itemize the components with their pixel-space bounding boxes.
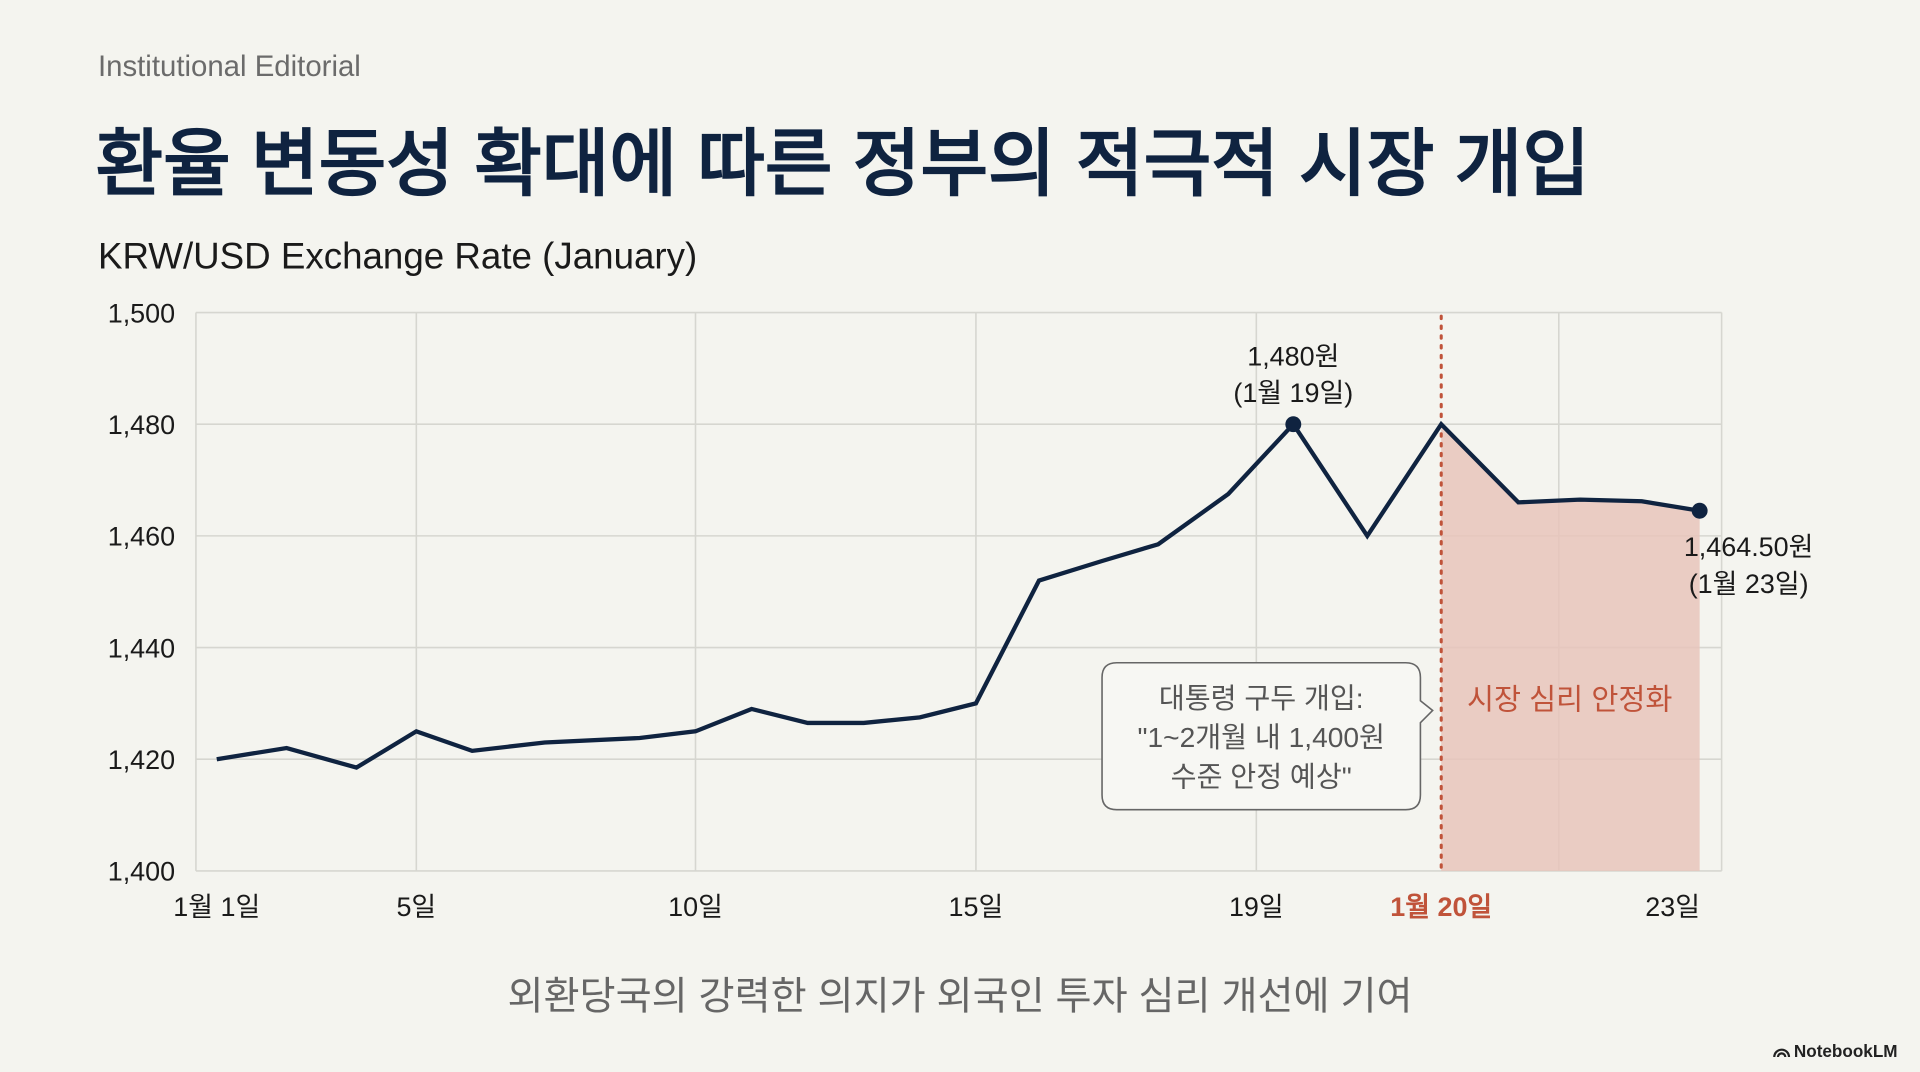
x-tick-label: 19일 xyxy=(1229,892,1284,922)
x-tick-label: 1월 1일 xyxy=(173,892,260,922)
y-axis: 1,400 1,420 1,440 1,460 1,480 1,500 xyxy=(108,298,175,886)
y-tick-label: 1,440 xyxy=(108,633,175,663)
kicker: Institutional Editorial xyxy=(98,50,361,83)
peak-label-value: 1,480원 xyxy=(1247,341,1339,371)
x-tick-label: 1월 20일 xyxy=(1390,892,1492,922)
y-tick-label: 1,420 xyxy=(108,745,175,775)
x-tick-label: 23일 xyxy=(1645,892,1700,922)
callout-line: "1~2개월 내 1,400원 xyxy=(1137,722,1384,753)
callout-bubble xyxy=(1101,661,1434,811)
last-label-date: (1월 23일) xyxy=(1689,569,1809,599)
stabilization-region xyxy=(1441,424,1700,871)
series-line xyxy=(216,420,1700,770)
region-label: 시장 심리 안정화 xyxy=(1467,683,1673,716)
data-point-marker xyxy=(1691,502,1708,519)
x-axis: 1월 1일 5일 10일 15일 19일 1월 20일 23일 xyxy=(173,892,1700,922)
peak-label-date: (1월 19일) xyxy=(1233,378,1353,408)
notebooklm-icon xyxy=(1773,1048,1791,1058)
notebooklm-logo: NotebookLM xyxy=(1773,1041,1898,1061)
y-tick-label: 1,500 xyxy=(108,298,175,328)
data-point-marker xyxy=(1285,416,1302,433)
callout-line: 수준 안정 예상" xyxy=(1171,761,1352,792)
caption: 외환당국의 강력한 의지가 외국인 투자 심리 개선에 기여 xyxy=(507,975,1412,1018)
chart-title: KRW/USD Exchange Rate (January) xyxy=(98,235,697,276)
callout-line: 대통령 구두 개입: xyxy=(1159,683,1364,714)
y-tick-label: 1,480 xyxy=(108,410,175,440)
last-label-value: 1,464.50원 xyxy=(1684,532,1814,562)
y-tick-label: 1,460 xyxy=(108,522,175,552)
x-tick-label: 15일 xyxy=(949,892,1004,922)
callout: 대통령 구두 개입: "1~2개월 내 1,400원 수준 안정 예상" xyxy=(1101,661,1434,811)
y-tick-label: 1,400 xyxy=(108,857,175,887)
brand-label: NotebookLM xyxy=(1794,1041,1898,1061)
grid xyxy=(195,311,1723,872)
x-tick-label: 10일 xyxy=(668,892,723,922)
markers xyxy=(1285,416,1708,519)
page-title: 환율 변동성 확대에 따른 정부의 적극적 시장 개입 xyxy=(96,122,1590,205)
x-tick-label: 5일 xyxy=(396,892,436,922)
